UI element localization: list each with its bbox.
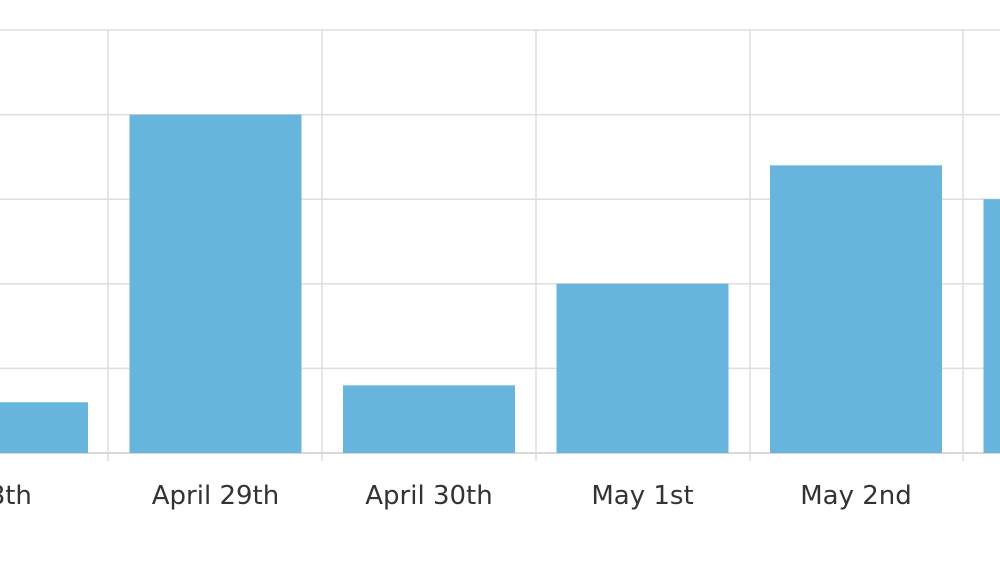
x-tick-label: April 29th xyxy=(152,481,279,511)
bar-6[interactable] xyxy=(983,199,1000,453)
x-tick-label: May 2nd xyxy=(800,481,912,511)
x-tick-label: 28th xyxy=(0,481,32,511)
bar-1[interactable] xyxy=(0,402,88,453)
bar-2[interactable] xyxy=(129,114,302,453)
bar-4[interactable] xyxy=(556,283,729,453)
x-tick-label: May 1st xyxy=(591,481,693,511)
bars xyxy=(0,114,1000,454)
bar-3[interactable] xyxy=(343,385,515,453)
bar-5[interactable] xyxy=(770,165,942,454)
x-tick-labels: 28th April 29th April 30th May 1st May 2nd xyxy=(0,481,912,511)
x-tick-label: April 30th xyxy=(365,481,492,511)
